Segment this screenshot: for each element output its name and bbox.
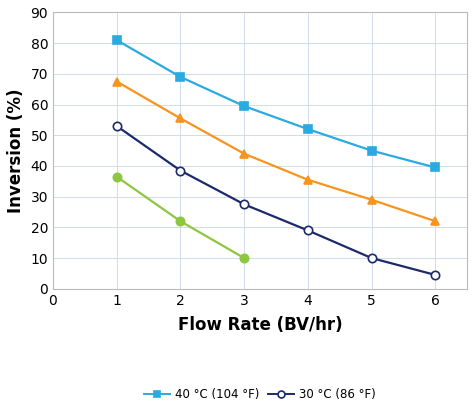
Legend: 40 °C (104 °F), 35 °C (95 °F), 30 °C (86 °F), 25 °C (77 °F): 40 °C (104 °F), 35 °C (95 °F), 30 °C (86…	[139, 383, 381, 401]
X-axis label: Flow Rate (BV/hr): Flow Rate (BV/hr)	[178, 316, 342, 334]
Y-axis label: Inversion (%): Inversion (%)	[7, 88, 25, 213]
